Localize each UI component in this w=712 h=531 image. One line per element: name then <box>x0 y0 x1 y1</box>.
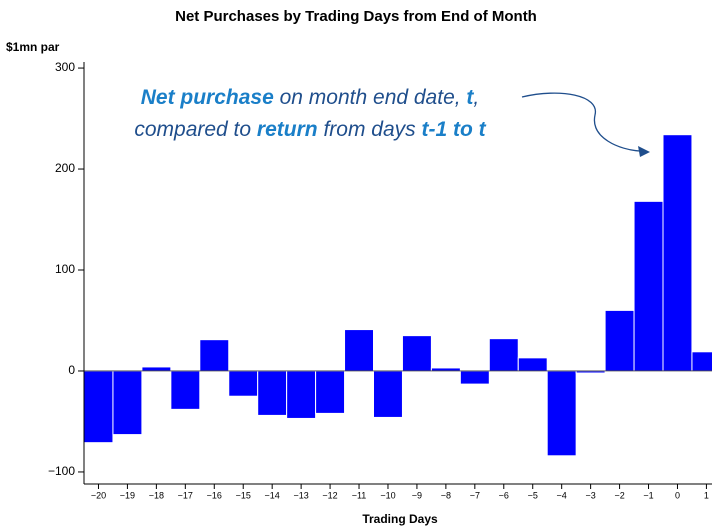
bar <box>401 335 432 372</box>
x-tick-label: −11 <box>352 490 367 500</box>
bar <box>604 309 635 372</box>
x-tick-label: −19 <box>120 490 135 500</box>
x-tick-label: −6 <box>499 490 509 500</box>
x-tick-label: −17 <box>178 490 193 500</box>
bar <box>546 370 577 457</box>
bar <box>344 329 374 372</box>
annotation-text: Net purchase <box>141 86 274 109</box>
y-axis-label: $1mn par <box>6 40 60 54</box>
x-tick-label: −8 <box>441 490 451 500</box>
bar <box>141 366 172 372</box>
bar <box>228 370 259 397</box>
annotation-text: from days <box>318 118 422 141</box>
plot <box>83 134 712 457</box>
bar <box>517 357 548 372</box>
bar <box>199 339 230 372</box>
x-tick-label: −5 <box>528 490 538 500</box>
annotation-text: , <box>473 86 479 109</box>
x-tick-label: −4 <box>557 490 567 500</box>
bar <box>430 367 461 372</box>
x-tick-label: −14 <box>265 490 280 500</box>
x-tick-label: −1 <box>643 490 653 500</box>
y-tick-label: 0 <box>68 363 75 377</box>
annotation-arrow <box>521 92 641 152</box>
bar <box>112 370 143 436</box>
x-axis-label: Trading Days <box>362 512 438 526</box>
bar <box>633 200 664 372</box>
x-tick-label: −18 <box>149 490 164 500</box>
bar <box>575 370 606 374</box>
bar <box>257 370 288 416</box>
annotation-text: t-1 to t <box>421 118 486 141</box>
annotation-text: t <box>466 86 474 109</box>
x-tick-label: −12 <box>322 490 337 500</box>
x-tick-label: −7 <box>470 490 480 500</box>
arrow-head <box>638 146 650 157</box>
bar <box>286 370 317 419</box>
x-tick-label: −20 <box>91 490 106 500</box>
bar <box>170 370 201 410</box>
bar <box>373 370 403 418</box>
annotation-text: on month end date, <box>274 86 467 109</box>
x-tick-label: 1 <box>704 490 709 500</box>
bar <box>83 370 114 444</box>
bar <box>488 338 519 372</box>
x-tick-label: −9 <box>412 490 422 500</box>
y-tick-label: −100 <box>48 464 75 478</box>
chart-title: Net Purchases by Trading Days from End o… <box>175 8 537 25</box>
y-tick-label: 300 <box>55 60 75 74</box>
x-tick-label: −13 <box>293 490 308 500</box>
x-tick-label: 0 <box>675 490 680 500</box>
annotation: Net purchase on month end date, t, compar… <box>134 86 486 141</box>
bar <box>662 134 693 372</box>
annotation-text: return <box>257 118 318 141</box>
x-tick-label: −15 <box>236 490 251 500</box>
x-tick-label: −2 <box>614 490 624 500</box>
x-tick-label: −3 <box>585 490 595 500</box>
y-tick-label: 200 <box>55 161 75 175</box>
x-tick-label: −16 <box>207 490 222 500</box>
bar <box>459 370 490 385</box>
x-tick-label: −10 <box>380 490 395 500</box>
bar <box>315 370 346 414</box>
y-tick-label: 100 <box>55 262 75 276</box>
bar <box>691 351 712 372</box>
annotation-text: compared to <box>134 118 257 141</box>
